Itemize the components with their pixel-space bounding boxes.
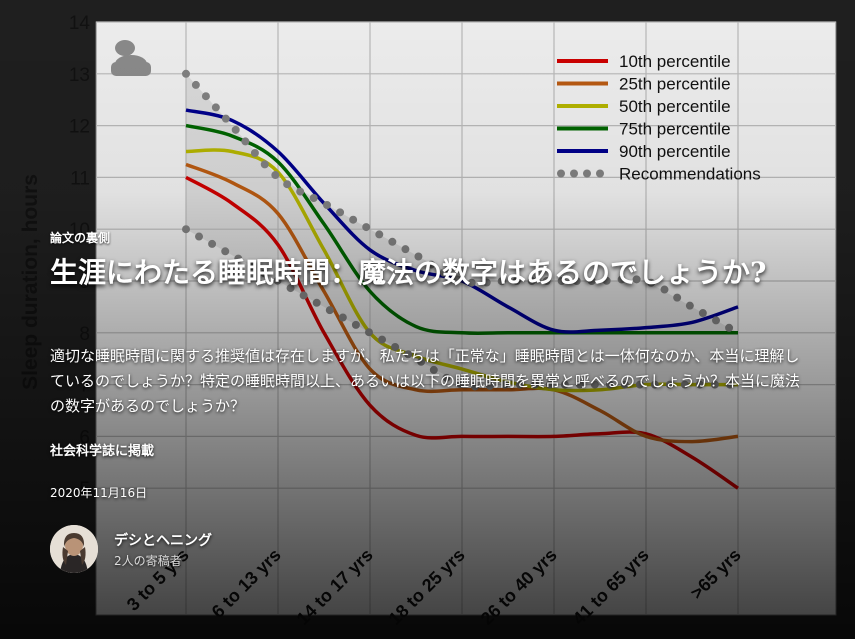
y-tick-label: 12 — [69, 117, 90, 138]
publish-date: 2020年11月16日 — [50, 486, 148, 500]
author-name[interactable]: デシとヘニング — [114, 532, 212, 549]
legend-label: 50th percentile — [619, 97, 731, 116]
author-block[interactable]: デシとヘニング 2人の寄稿者 — [50, 524, 212, 574]
y-tick-label: 14 — [69, 13, 91, 34]
legend-label: Recommendations — [619, 165, 761, 184]
legend-swatch-dots — [570, 169, 578, 178]
y-tick-label: 11 — [70, 168, 90, 189]
legend-label: 10th percentile — [619, 52, 731, 71]
legend-label: 90th percentile — [619, 142, 731, 161]
avatar-person-icon — [50, 525, 98, 573]
legend-swatch-dots — [596, 169, 604, 178]
legend-swatch-dots — [557, 169, 565, 178]
author-avatar[interactable] — [50, 525, 98, 573]
y-axis-label: Sleep duration, hours — [19, 174, 42, 390]
y-tick-label: 13 — [69, 65, 90, 86]
article-summary: 適切な睡眠時間に関する推奨値は存在しますが、私たちは「正常な」睡眠時間とは一体何… — [50, 347, 801, 415]
article-title[interactable]: 生涯にわたる睡眠時間：魔法の数字はあるのでしょうか? — [50, 256, 767, 289]
contributor-count: 2人の寄稿者 — [114, 553, 182, 568]
legend-label: 75th percentile — [619, 120, 731, 139]
legend-label: 25th percentile — [619, 75, 731, 94]
article-category[interactable]: 論文の裏側 — [50, 231, 111, 245]
journal-link[interactable]: 社会科学誌に掲載 — [50, 444, 155, 459]
y-tick-label: 8 — [79, 324, 90, 345]
legend-swatch-dots — [583, 169, 591, 178]
